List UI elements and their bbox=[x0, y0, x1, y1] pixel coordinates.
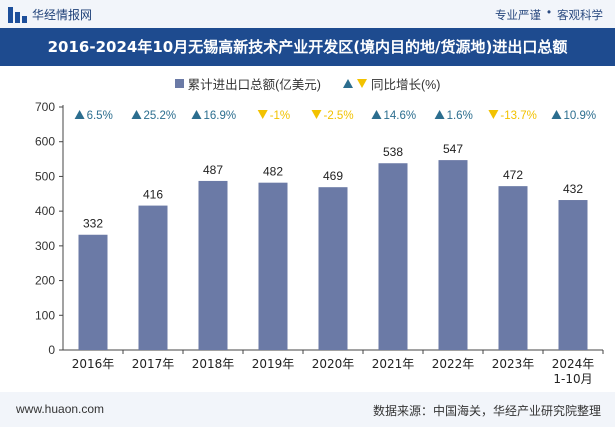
bar bbox=[78, 234, 108, 350]
y-tick-label: 700 bbox=[35, 100, 55, 114]
legend-item-bar: 累计进出口总额(亿美元) bbox=[174, 74, 321, 93]
legend-square-icon bbox=[174, 79, 184, 88]
bar bbox=[558, 200, 588, 350]
y-tick-label: 300 bbox=[35, 239, 55, 253]
x-tick-label: 2018年 bbox=[192, 357, 235, 371]
slogan-part-2: 客观科学 bbox=[557, 10, 603, 22]
bar bbox=[318, 187, 348, 350]
bar-value-label: 482 bbox=[263, 165, 283, 179]
x-tick-label: 2016年 bbox=[72, 357, 115, 371]
x-tick-label: 2023年 bbox=[492, 357, 535, 371]
bar-value-label: 416 bbox=[143, 188, 163, 202]
bar-value-label: 432 bbox=[563, 182, 583, 196]
x-tick-label: 1-10月 bbox=[553, 372, 592, 386]
bar bbox=[378, 163, 408, 350]
x-tick-label: 2017年 bbox=[132, 357, 175, 371]
y-tick-label: 200 bbox=[35, 274, 55, 288]
growth-label: 6.5% bbox=[87, 110, 113, 122]
growth-up-triangle bbox=[191, 110, 202, 119]
growth-down-triangle bbox=[311, 110, 322, 119]
bar bbox=[498, 186, 528, 350]
y-tick-label: 0 bbox=[48, 343, 55, 357]
bar-value-label: 469 bbox=[323, 169, 343, 183]
x-tick-label: 2024年 bbox=[552, 357, 595, 371]
growth-label: 25.2% bbox=[144, 110, 177, 122]
bar bbox=[438, 160, 468, 350]
growth-label: -1% bbox=[270, 110, 290, 122]
data-source: 数据来源：中国海关，华经产业研究院整理 bbox=[372, 404, 601, 418]
bar bbox=[258, 182, 288, 350]
growth-up-triangle bbox=[371, 110, 382, 119]
legend-up-triangle-icon bbox=[342, 79, 353, 88]
bar-value-label: 332 bbox=[83, 217, 103, 231]
bar-value-label: 538 bbox=[383, 145, 403, 159]
brand-name: 华经情报网 bbox=[32, 8, 93, 22]
logo-icon bbox=[8, 6, 27, 23]
bar-chart: 0 100 200 300 400 500 600 700 332 2016年 6.5% 416 201… bbox=[35, 100, 604, 386]
x-tick-label: 2020年 bbox=[312, 357, 355, 371]
slogan-dot: • bbox=[546, 7, 551, 19]
slogan: 专业严谨 • 客观科学 bbox=[495, 7, 603, 23]
website-link[interactable]: www.huaon.com bbox=[16, 402, 105, 416]
x-tick-label: 2021年 bbox=[372, 357, 415, 371]
legend-bar-label: 累计进出口总额(亿美元) bbox=[187, 78, 321, 92]
y-tick-label: 600 bbox=[35, 135, 55, 149]
growth-label: -13.7% bbox=[500, 110, 536, 122]
bar bbox=[138, 205, 168, 350]
title-bar: 2016-2024年10月无锡高新技术产业开发区(境内目的地/货源地)进出口总额 bbox=[0, 28, 615, 66]
y-tick-label: 500 bbox=[35, 169, 55, 183]
footer: www.huaon.com 数据来源：中国海关，华经产业研究院整理 bbox=[0, 392, 615, 427]
x-tick-label: 2019年 bbox=[252, 357, 295, 371]
bar-value-label: 487 bbox=[203, 163, 223, 177]
legend-item-growth: 同比增长(%) bbox=[342, 74, 441, 93]
slogan-part-1: 专业严谨 bbox=[494, 10, 541, 22]
growth-up-triangle bbox=[131, 110, 142, 119]
x-tick-label: 2022年 bbox=[432, 357, 475, 371]
growth-label: 14.6% bbox=[384, 110, 417, 122]
bar bbox=[198, 180, 228, 350]
bar-value-label: 472 bbox=[503, 168, 523, 182]
growth-label: 16.9% bbox=[204, 110, 237, 122]
y-tick-label: 400 bbox=[35, 204, 55, 218]
legend: 累计进出口总额(亿美元) 同比增长(%) bbox=[0, 74, 615, 93]
growth-down-triangle bbox=[257, 110, 268, 119]
growth-up-triangle bbox=[551, 110, 562, 119]
growth-label: -2.5% bbox=[324, 110, 354, 122]
bar-value-label: 547 bbox=[443, 142, 463, 156]
growth-up-triangle bbox=[434, 110, 445, 119]
legend-growth-label: 同比增长(%) bbox=[370, 78, 441, 92]
growth-label: 1.6% bbox=[447, 110, 473, 122]
top-bar: 华经情报网 专业严谨 • 客观科学 bbox=[0, 0, 615, 28]
chart-title: 2016-2024年10月无锡高新技术产业开发区(境内目的地/货源地)进出口总额 bbox=[47, 38, 568, 56]
growth-label: 10.9% bbox=[564, 110, 597, 122]
legend-down-triangle-icon bbox=[356, 79, 367, 88]
brand[interactable]: 华经情报网 bbox=[8, 6, 92, 23]
growth-down-triangle bbox=[488, 110, 499, 119]
y-tick-label: 100 bbox=[35, 308, 55, 322]
growth-up-triangle bbox=[74, 110, 85, 119]
